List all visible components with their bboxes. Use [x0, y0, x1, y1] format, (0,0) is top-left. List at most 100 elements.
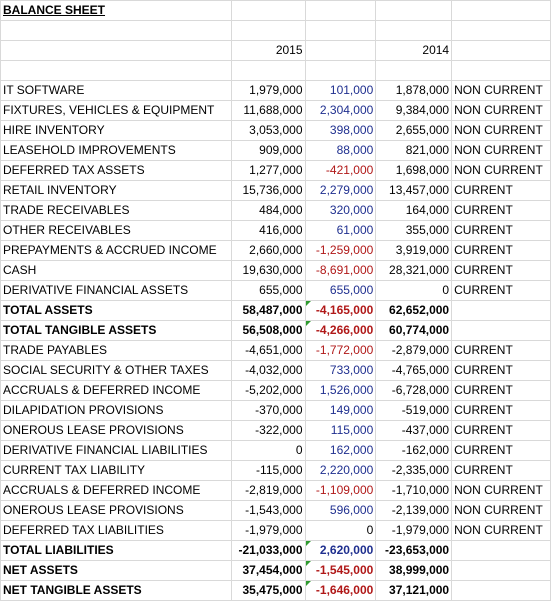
empty-cell[interactable]	[375, 0, 453, 21]
value-2014-cell[interactable]: 2,655,000	[375, 120, 453, 141]
value-2014-cell[interactable]: -2,879,000	[375, 340, 453, 361]
value-2014-cell[interactable]: -162,000	[375, 440, 453, 461]
value-2014-cell[interactable]: 13,457,000	[375, 180, 453, 201]
value-2015-cell[interactable]: -5,202,000	[230, 380, 306, 401]
empty-cell[interactable]	[230, 60, 306, 81]
value-2015-cell[interactable]: 58,487,000	[230, 300, 306, 321]
row-label[interactable]: NET TANGIBLE ASSETS	[0, 580, 232, 601]
value-2014-cell[interactable]: -1,710,000	[375, 480, 453, 501]
value-2015-cell[interactable]: 3,053,000	[230, 120, 306, 141]
row-label[interactable]: FIXTURES, VEHICLES & EQUIPMENT	[0, 100, 232, 121]
row-label[interactable]: ACCRUALS & DEFERRED INCOME	[0, 380, 232, 401]
classification-cell[interactable]: NON CURRENT	[451, 80, 551, 101]
classification-cell[interactable]: NON CURRENT	[451, 100, 551, 121]
value-2014-cell[interactable]: 38,999,000	[375, 560, 453, 581]
classification-cell[interactable]: NON CURRENT	[451, 520, 551, 541]
value-2015-cell[interactable]: 56,508,000	[230, 320, 306, 341]
row-label[interactable]: DEFERRED TAX LIABILITIES	[0, 520, 232, 541]
row-label[interactable]: ACCRUALS & DEFERRED INCOME	[0, 480, 232, 501]
row-label[interactable]: OTHER RECEIVABLES	[0, 220, 232, 241]
classification-cell[interactable]: CURRENT	[451, 420, 551, 441]
change-cell[interactable]: -421,000	[304, 160, 377, 181]
empty-cell[interactable]	[230, 20, 306, 41]
row-label[interactable]: HIRE INVENTORY	[0, 120, 232, 141]
row-label[interactable]: NET ASSETS	[0, 560, 232, 581]
classification-cell[interactable]: CURRENT	[451, 360, 551, 381]
value-2015-cell[interactable]: -21,033,000	[230, 540, 306, 561]
empty-cell[interactable]	[304, 20, 377, 41]
value-2015-cell[interactable]: 19,630,000	[230, 260, 306, 281]
classification-cell[interactable]: CURRENT	[451, 380, 551, 401]
empty-cell[interactable]	[304, 40, 377, 61]
value-2015-cell[interactable]: 35,475,000	[230, 580, 306, 601]
value-2014-cell[interactable]: 1,698,000	[375, 160, 453, 181]
classification-cell[interactable]: CURRENT	[451, 460, 551, 481]
value-2014-cell[interactable]: -1,979,000	[375, 520, 453, 541]
classification-cell[interactable]: NON CURRENT	[451, 500, 551, 521]
change-cell[interactable]: 88,000	[304, 140, 377, 161]
change-cell[interactable]: 61,000	[304, 220, 377, 241]
row-label[interactable]: ONEROUS LEASE PROVISIONS	[0, 420, 232, 441]
row-label[interactable]: DEFERRED TAX ASSETS	[0, 160, 232, 181]
value-2015-cell[interactable]: 909,000	[230, 140, 306, 161]
row-label[interactable]: LEASEHOLD IMPROVEMENTS	[0, 140, 232, 161]
classification-cell[interactable]: CURRENT	[451, 200, 551, 221]
change-cell[interactable]: 2,620,000	[304, 540, 377, 561]
value-2014-cell[interactable]: -2,139,000	[375, 500, 453, 521]
change-cell[interactable]: -1,259,000	[304, 240, 377, 261]
row-label[interactable]: DERIVATIVE FINANCIAL LIABILITIES	[0, 440, 232, 461]
value-2014-cell[interactable]: -519,000	[375, 400, 453, 421]
change-cell[interactable]: 2,279,000	[304, 180, 377, 201]
value-2015-cell[interactable]: 416,000	[230, 220, 306, 241]
value-2014-cell[interactable]: 3,919,000	[375, 240, 453, 261]
classification-cell[interactable]: CURRENT	[451, 400, 551, 421]
value-2015-cell[interactable]: 11,688,000	[230, 100, 306, 121]
change-cell[interactable]: -1,772,000	[304, 340, 377, 361]
row-label[interactable]: TOTAL TANGIBLE ASSETS	[0, 320, 232, 341]
year-2015-header[interactable]: 2015	[230, 40, 306, 61]
classification-cell[interactable]: NON CURRENT	[451, 140, 551, 161]
sheet-title[interactable]: BALANCE SHEET	[0, 0, 232, 21]
value-2014-cell[interactable]: -437,000	[375, 420, 453, 441]
change-cell[interactable]: -1,545,000	[304, 560, 377, 581]
value-2014-cell[interactable]: -6,728,000	[375, 380, 453, 401]
change-cell[interactable]: 2,304,000	[304, 100, 377, 121]
empty-cell[interactable]	[375, 20, 453, 41]
value-2014-cell[interactable]: -2,335,000	[375, 460, 453, 481]
value-2015-cell[interactable]: 1,979,000	[230, 80, 306, 101]
value-2015-cell[interactable]: 1,277,000	[230, 160, 306, 181]
classification-cell[interactable]: NON CURRENT	[451, 160, 551, 181]
value-2015-cell[interactable]: 655,000	[230, 280, 306, 301]
change-cell[interactable]: 1,526,000	[304, 380, 377, 401]
value-2015-cell[interactable]: -2,819,000	[230, 480, 306, 501]
empty-cell[interactable]	[230, 0, 306, 21]
value-2014-cell[interactable]: 62,652,000	[375, 300, 453, 321]
classification-cell[interactable]: CURRENT	[451, 260, 551, 281]
value-2015-cell[interactable]: -4,032,000	[230, 360, 306, 381]
classification-cell[interactable]	[451, 300, 551, 321]
change-cell[interactable]: 398,000	[304, 120, 377, 141]
change-cell[interactable]: 596,000	[304, 500, 377, 521]
change-cell[interactable]: 115,000	[304, 420, 377, 441]
value-2015-cell[interactable]: 0	[230, 440, 306, 461]
value-2014-cell[interactable]: -23,653,000	[375, 540, 453, 561]
change-cell[interactable]: -8,691,000	[304, 260, 377, 281]
row-label[interactable]: RETAIL INVENTORY	[0, 180, 232, 201]
classification-cell[interactable]	[451, 540, 551, 561]
row-label[interactable]: TOTAL LIABILITIES	[0, 540, 232, 561]
classification-cell[interactable]: CURRENT	[451, 180, 551, 201]
row-label[interactable]: CASH	[0, 260, 232, 281]
value-2014-cell[interactable]: 164,000	[375, 200, 453, 221]
row-label[interactable]: PREPAYMENTS & ACCRUED INCOME	[0, 240, 232, 261]
value-2015-cell[interactable]: -4,651,000	[230, 340, 306, 361]
empty-cell[interactable]	[451, 20, 551, 41]
value-2015-cell[interactable]: 37,454,000	[230, 560, 306, 581]
value-2015-cell[interactable]: 2,660,000	[230, 240, 306, 261]
value-2014-cell[interactable]: 28,321,000	[375, 260, 453, 281]
value-2015-cell[interactable]: 15,736,000	[230, 180, 306, 201]
row-label[interactable]: DILAPIDATION PROVISIONS	[0, 400, 232, 421]
change-cell[interactable]: 655,000	[304, 280, 377, 301]
row-label[interactable]: TRADE PAYABLES	[0, 340, 232, 361]
value-2015-cell[interactable]: -1,979,000	[230, 520, 306, 541]
row-label[interactable]: SOCIAL SECURITY & OTHER TAXES	[0, 360, 232, 381]
